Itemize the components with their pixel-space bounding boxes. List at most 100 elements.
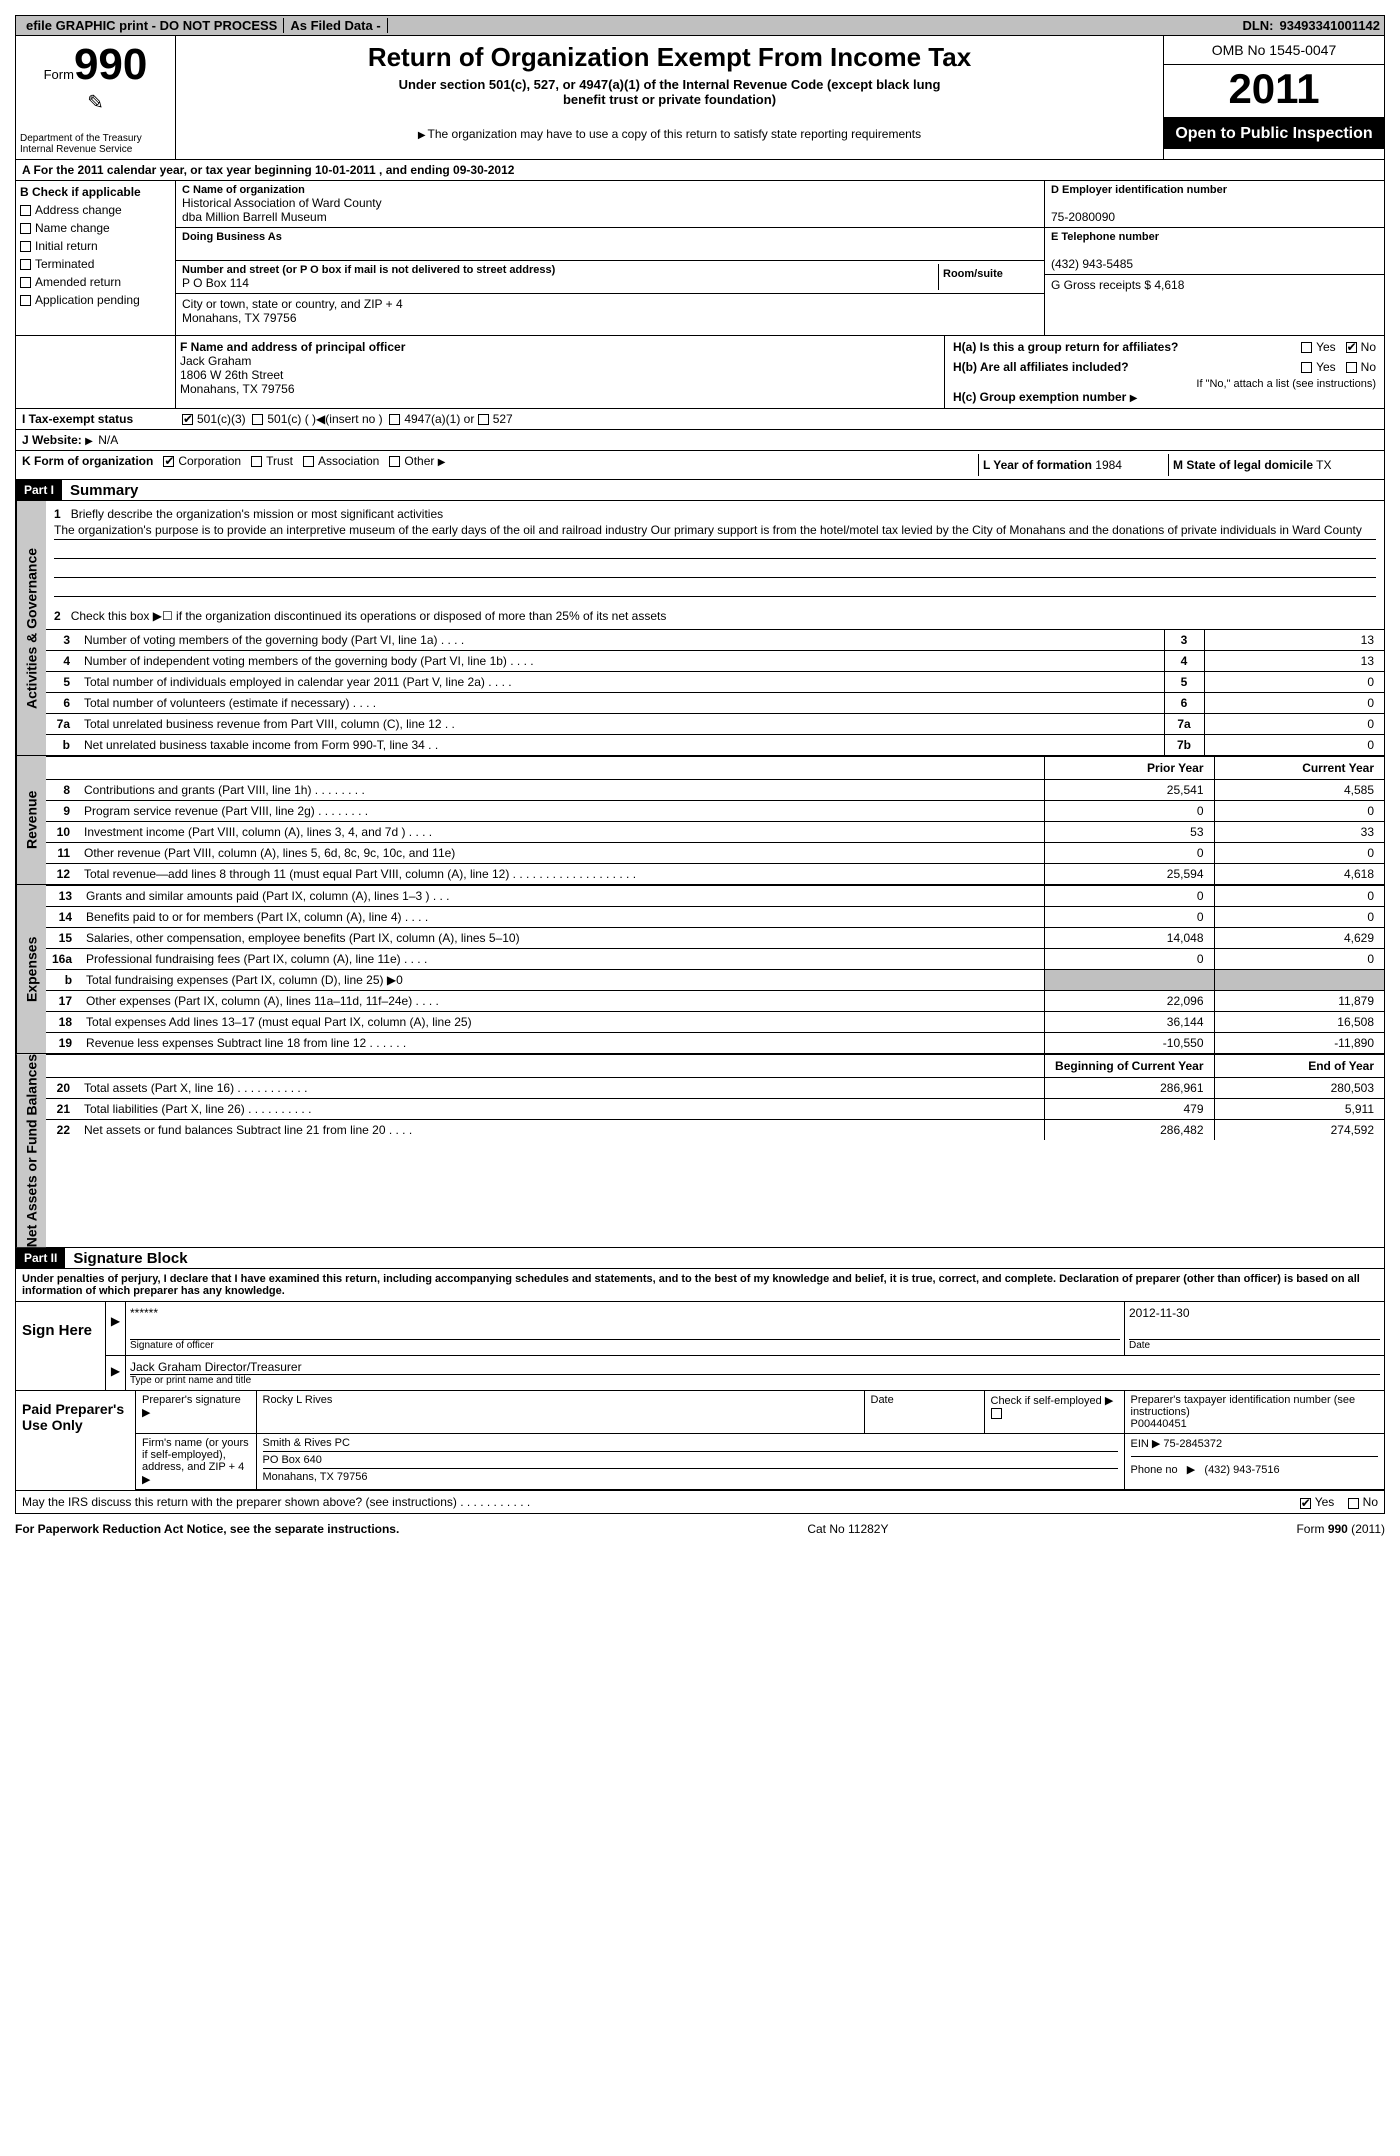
- cb-527[interactable]: [478, 414, 489, 425]
- tax-status-label: I Tax-exempt status: [22, 412, 182, 426]
- phone-value: (432) 943-5485: [1051, 257, 1378, 271]
- net-assets-section: Net Assets or Fund Balances Beginning of…: [15, 1054, 1385, 1248]
- cb-discuss-yes[interactable]: [1300, 1498, 1311, 1509]
- table-row: 13Grants and similar amounts paid (Part …: [46, 886, 1384, 907]
- line-2-text: Check this box ▶☐ if the organization di…: [71, 609, 667, 623]
- cb-name-change[interactable]: [20, 223, 31, 234]
- section-b-label: B Check if applicable: [20, 185, 171, 199]
- room-label: Room/suite: [943, 268, 1034, 280]
- gross-label: G Gross receipts $: [1051, 278, 1151, 292]
- dln-value: 93493341001142: [1279, 18, 1380, 33]
- cb-initial[interactable]: [20, 241, 31, 252]
- declaration-text: Under penalties of perjury, I declare th…: [15, 1269, 1385, 1302]
- officer-group-block: F Name and address of principal officer …: [15, 336, 1385, 409]
- sig-name: Jack Graham Director/Treasurer: [130, 1360, 1380, 1375]
- form-title: Return of Organization Exempt From Incom…: [196, 42, 1143, 73]
- current-year-header: Current Year: [1214, 757, 1384, 780]
- table-row: bNet unrelated business taxable income f…: [46, 735, 1384, 756]
- table-row: 20Total assets (Part X, line 16) . . . .…: [46, 1078, 1384, 1099]
- table-row: 3Number of voting members of the governi…: [46, 630, 1384, 651]
- vtab-revenue: Revenue: [16, 756, 46, 884]
- cb-corp[interactable]: [163, 456, 174, 467]
- prep-ein: 75-2845372: [1163, 1438, 1222, 1450]
- cb-trust[interactable]: [251, 456, 262, 467]
- ptin-label: Preparer's taxpayer identification numbe…: [1131, 1394, 1379, 1418]
- year-formation-label: L Year of formation: [983, 458, 1092, 472]
- entity-block: B Check if applicable Address change Nam…: [15, 181, 1385, 336]
- cb-hb-no[interactable]: [1346, 362, 1357, 373]
- firm-addr2: Monahans, TX 79756: [263, 1469, 1118, 1483]
- cb-address-change[interactable]: [20, 205, 31, 216]
- footer-left: For Paperwork Reduction Act Notice, see …: [15, 1522, 399, 1536]
- city-label: City or town, state or country, and ZIP …: [182, 297, 1038, 311]
- table-row: 18Total expenses Add lines 13–17 (must e…: [46, 1012, 1384, 1033]
- footer-center: Cat No 11282Y: [807, 1522, 888, 1536]
- org-name-2: dba Million Barrell Museum: [182, 210, 1038, 224]
- officer-name: Jack Graham: [180, 354, 940, 368]
- open-inspection: Open to Public Inspection: [1164, 118, 1384, 149]
- sig-date: 2012-11-30: [1129, 1306, 1380, 1320]
- cb-ha-yes[interactable]: [1301, 342, 1312, 353]
- cb-discuss-no[interactable]: [1348, 1498, 1359, 1509]
- sign-here-block: Sign Here ▶ ****** Signature of officer …: [15, 1302, 1385, 1391]
- cb-terminated[interactable]: [20, 259, 31, 270]
- discuss-text: May the IRS discuss this return with the…: [22, 1495, 530, 1509]
- vtab-governance: Activities & Governance: [16, 501, 46, 755]
- governance-section: Activities & Governance 1 Briefly descri…: [15, 501, 1385, 756]
- omb-number: OMB No 1545-0047: [1164, 36, 1384, 65]
- cb-amended[interactable]: [20, 277, 31, 288]
- table-row: 16aProfessional fundraising fees (Part I…: [46, 949, 1384, 970]
- form-header: Form990 ✎ Department of the Treasury Int…: [15, 36, 1385, 160]
- cb-self-employed[interactable]: [991, 1408, 1002, 1419]
- part-1-bar: Part I Summary: [15, 480, 1385, 501]
- header-note: The organization may have to use a copy …: [428, 127, 922, 141]
- footer-right: Form 990 (2011): [1296, 1522, 1385, 1536]
- ha-label: H(a) Is this a group return for affiliat…: [953, 340, 1178, 354]
- boy-header: Beginning of Current Year: [1044, 1055, 1214, 1078]
- table-row: 19Revenue less expenses Subtract line 18…: [46, 1033, 1384, 1054]
- section-j: J Website: N/A: [15, 430, 1385, 451]
- prep-phone: (432) 943-7516: [1204, 1464, 1279, 1476]
- city-value: Monahans, TX 79756: [182, 311, 1038, 325]
- table-row: 9Program service revenue (Part VIII, lin…: [46, 801, 1384, 822]
- form-org-label: K Form of organization: [22, 454, 153, 468]
- ptin-value: P00440451: [1131, 1418, 1379, 1430]
- domicile-value: TX: [1316, 458, 1331, 472]
- part-1-header: Part I: [16, 480, 62, 500]
- subtitle-2: benefit trust or private foundation): [196, 92, 1143, 107]
- table-row: 11Other revenue (Part VIII, column (A), …: [46, 843, 1384, 864]
- cb-501c[interactable]: [252, 414, 263, 425]
- prep-name: Rocky L Rives: [256, 1391, 864, 1434]
- prior-year-header: Prior Year: [1044, 757, 1214, 780]
- table-row: 21Total liabilities (Part X, line 26) . …: [46, 1099, 1384, 1120]
- section-i: I Tax-exempt status 501(c)(3) 501(c) ( )…: [15, 409, 1385, 430]
- cb-501c3[interactable]: [182, 414, 193, 425]
- firm-label: Firm's name (or yours if self-employed),…: [142, 1437, 249, 1473]
- table-row: 17Other expenses (Part IX, column (A), l…: [46, 991, 1384, 1012]
- cb-other[interactable]: [389, 456, 400, 467]
- phone-label: E Telephone number: [1051, 231, 1378, 243]
- cb-ha-no[interactable]: [1346, 342, 1357, 353]
- sig-stars: ******: [130, 1306, 1120, 1320]
- table-row: 15Salaries, other compensation, employee…: [46, 928, 1384, 949]
- prep-self-label: Check if self-employed: [991, 1395, 1102, 1407]
- vtab-expenses: Expenses: [16, 885, 46, 1053]
- domicile-label: M State of legal domicile: [1173, 458, 1313, 472]
- table-row: 14Benefits paid to or for members (Part …: [46, 907, 1384, 928]
- prep-sig-label: Preparer's signature: [142, 1394, 241, 1406]
- cb-pending[interactable]: [20, 295, 31, 306]
- hc-label: H(c) Group exemption number: [953, 390, 1126, 404]
- dba-label: Doing Business As: [182, 231, 1038, 243]
- form-word: Form: [44, 67, 74, 82]
- street-value: P O Box 114: [182, 276, 938, 290]
- section-k: K Form of organization Corporation Trust…: [15, 451, 1385, 480]
- cb-4947[interactable]: [389, 414, 400, 425]
- revenue-section: Revenue Prior YearCurrent Year 8Contribu…: [15, 756, 1385, 885]
- sig-officer-label: Signature of officer: [130, 1340, 1120, 1351]
- prep-date-label: Date: [864, 1391, 984, 1434]
- cb-assoc[interactable]: [303, 456, 314, 467]
- table-row: 5Total number of individuals employed in…: [46, 672, 1384, 693]
- cb-hb-yes[interactable]: [1301, 362, 1312, 373]
- table-row: 4Number of independent voting members of…: [46, 651, 1384, 672]
- prep-phone-label: Phone no: [1131, 1464, 1178, 1476]
